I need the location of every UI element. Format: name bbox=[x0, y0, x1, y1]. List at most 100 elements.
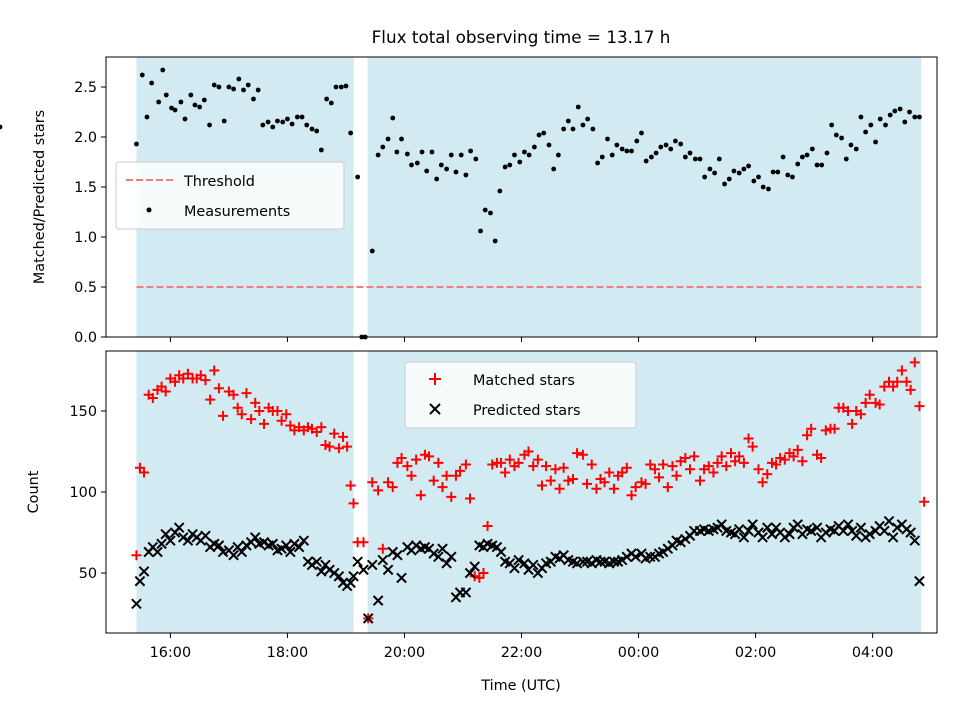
top-shaded-intervals bbox=[136, 57, 922, 337]
measurement-point bbox=[507, 162, 513, 168]
predicted-star-point bbox=[293, 541, 305, 553]
matched-star-point bbox=[806, 423, 817, 434]
predicted-star-point bbox=[855, 522, 867, 533]
measurement-point bbox=[785, 172, 791, 178]
measurement-point bbox=[790, 174, 795, 180]
matched-star-point bbox=[338, 431, 349, 442]
matched-star-point bbox=[654, 472, 665, 483]
predicted-star-point bbox=[784, 528, 795, 540]
predicted-star-point bbox=[586, 558, 598, 569]
shaded-interval bbox=[136, 351, 354, 633]
legend-measurements-label: Measurements bbox=[184, 204, 290, 220]
measurement-point bbox=[438, 162, 444, 168]
matched-star-point bbox=[272, 405, 283, 416]
matched-star-point bbox=[241, 388, 252, 399]
matched-star-point bbox=[383, 477, 394, 488]
measurement-point bbox=[289, 121, 295, 127]
matched-star-point bbox=[712, 457, 723, 468]
predicted-star-point bbox=[864, 528, 876, 540]
matched-star-point bbox=[914, 401, 925, 412]
measurement-point bbox=[260, 122, 266, 128]
measurement-point bbox=[163, 92, 169, 98]
predicted-star-point bbox=[879, 525, 890, 537]
measurement-point bbox=[375, 152, 381, 158]
matched-star-point bbox=[446, 491, 457, 502]
predicted-star-point bbox=[236, 546, 248, 558]
shaded-interval bbox=[367, 57, 922, 337]
predicted-star-point bbox=[527, 559, 539, 571]
measurement-point bbox=[348, 130, 354, 136]
matched-star-point bbox=[460, 459, 471, 470]
predicted-star-point bbox=[131, 598, 142, 610]
matched-star-point bbox=[402, 461, 413, 472]
measurement-point bbox=[482, 207, 488, 213]
measurement-point bbox=[241, 87, 246, 93]
matched-star-point bbox=[348, 498, 359, 509]
matched-star-point bbox=[572, 448, 583, 459]
matched-star-point bbox=[170, 376, 181, 387]
measurement-point bbox=[877, 116, 883, 122]
matched-star-point bbox=[649, 464, 660, 475]
predicted-star-point bbox=[285, 546, 296, 558]
matched-star-point bbox=[367, 477, 378, 488]
measurement-point bbox=[453, 169, 459, 175]
predicted-star-point bbox=[333, 570, 345, 582]
measurement-point bbox=[497, 188, 503, 194]
predicted-star-point bbox=[280, 540, 292, 551]
matched-star-point bbox=[591, 483, 602, 494]
predicted-star-point bbox=[165, 535, 176, 546]
matched-star-point bbox=[734, 451, 745, 462]
measurement-point bbox=[536, 132, 542, 138]
bottom-legend-box bbox=[404, 361, 637, 429]
matched-star-point bbox=[896, 365, 907, 376]
matched-star-point bbox=[232, 402, 243, 413]
measurement-point bbox=[144, 114, 150, 120]
predicted-star-point bbox=[213, 540, 225, 551]
measurement-point bbox=[722, 181, 727, 187]
measurement-point bbox=[328, 100, 334, 106]
measurement-point bbox=[561, 126, 567, 132]
matched-star-point bbox=[874, 399, 885, 410]
predicted-star-point bbox=[630, 551, 641, 563]
matched-star-point bbox=[528, 461, 539, 472]
predicted-star-point bbox=[495, 546, 507, 558]
predicted-star-point bbox=[914, 575, 925, 587]
predicted-star-point bbox=[177, 532, 189, 543]
matched-star-point bbox=[689, 451, 700, 462]
predicted-star-point bbox=[437, 543, 448, 555]
measurement-point bbox=[468, 148, 473, 154]
matched-star-point bbox=[694, 475, 705, 486]
matched-star-point bbox=[604, 467, 615, 478]
measurement-point bbox=[275, 118, 280, 124]
predicted-star-point bbox=[519, 558, 530, 569]
matched-star-point bbox=[726, 448, 737, 459]
predicted-star-point bbox=[410, 540, 422, 551]
measurement-point bbox=[775, 169, 781, 175]
predicted-star-point bbox=[644, 551, 656, 563]
predicted-star-point bbox=[766, 528, 778, 540]
legend-predicted-label: Predicted stars bbox=[473, 403, 581, 419]
measurement-point bbox=[333, 84, 339, 90]
matched-star-point bbox=[621, 462, 632, 473]
matched-star-point bbox=[703, 461, 714, 472]
measurement-point bbox=[156, 99, 162, 105]
measurement-point bbox=[226, 84, 232, 90]
predicted-star-point bbox=[805, 525, 817, 537]
matched-star-point bbox=[847, 418, 858, 429]
measurement-point bbox=[756, 174, 761, 180]
matched-star-point bbox=[743, 433, 754, 444]
predicted-star-point bbox=[441, 558, 452, 569]
bottom-panel: 50 100 150 16:00 18:00 20:00 22:00 00:00 02:00 0… bbox=[26, 350, 938, 694]
measurement-point bbox=[324, 96, 330, 102]
measurement-point bbox=[369, 248, 375, 254]
measurement-point bbox=[580, 122, 586, 128]
matched-star-point bbox=[358, 537, 369, 548]
measurement-point bbox=[907, 109, 912, 115]
predicted-star-point bbox=[182, 535, 194, 546]
measurement-point bbox=[216, 84, 222, 90]
y-tick-label: 0.5 bbox=[74, 280, 97, 296]
predicted-star-point bbox=[891, 522, 903, 533]
y-tick-label: 0.0 bbox=[74, 330, 97, 346]
measurement-point bbox=[658, 144, 664, 150]
predicted-star-point bbox=[258, 536, 270, 548]
